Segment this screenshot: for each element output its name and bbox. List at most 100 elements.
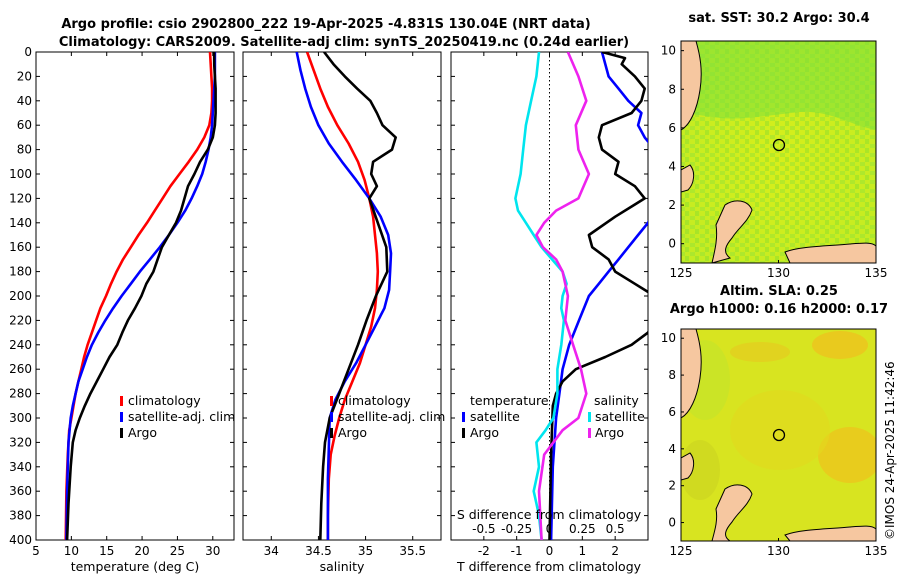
legend-argo: Argo bbox=[338, 425, 367, 440]
legend-s-argo: Argo bbox=[595, 425, 624, 440]
temperature-panel: 5 10 15 20 25 30 temperature (deg C) climatol… bbox=[32, 51, 235, 574]
x-tick-label: 2 bbox=[611, 544, 619, 558]
map-x-tick-label: 125 bbox=[670, 266, 693, 280]
map-y-tick-label: 0 bbox=[668, 237, 676, 251]
sla-land-north bbox=[681, 329, 702, 419]
series-line-argo bbox=[65, 52, 217, 540]
x2-tick-label: -0.5 bbox=[472, 522, 495, 536]
sla-map-ticks: 125 130 135 0 2 4 6 8 10 bbox=[661, 331, 888, 558]
map-y-tick-label: 4 bbox=[668, 159, 676, 173]
depth-tick-label: 280 bbox=[9, 387, 32, 401]
legend-swatch-argo bbox=[120, 428, 123, 438]
salinity-ticks: 34 34.5 35 35.5 bbox=[243, 51, 441, 558]
series-line-satellite-adj-clim bbox=[65, 52, 217, 540]
x-tick-label: 20 bbox=[134, 544, 149, 558]
sla-map-field bbox=[681, 329, 876, 541]
depth-tick-label: 220 bbox=[9, 313, 32, 327]
legend-swatch-t-satellite bbox=[462, 412, 465, 422]
legend-swatch-s-argo bbox=[588, 428, 591, 438]
sst-land-islet bbox=[681, 164, 695, 193]
depth-tick-label: 340 bbox=[9, 460, 32, 474]
sst-argo-marker bbox=[772, 138, 786, 152]
legend-t-argo: Argo bbox=[470, 425, 499, 440]
sst-land-north bbox=[681, 41, 702, 131]
sla-high-2 bbox=[730, 342, 790, 362]
depth-tick-label: 240 bbox=[9, 338, 32, 352]
legend-t-satellite: satellite bbox=[470, 409, 520, 424]
depth-tick-label: 20 bbox=[17, 69, 32, 83]
x-tick-label: 35.5 bbox=[399, 544, 426, 558]
sst-map-panel: sat. SST: 30.2 Argo: 30.4 125 130 135 0 2 4 6 8… bbox=[661, 11, 888, 280]
map-y-tick-label: 4 bbox=[668, 442, 676, 456]
depth-tick-label: 0 bbox=[24, 45, 32, 59]
depth-tick-label: 300 bbox=[9, 411, 32, 425]
depth-tick-label: 40 bbox=[17, 94, 32, 108]
depth-tick-label: 360 bbox=[9, 484, 32, 498]
series-line-salinity-satellite bbox=[514, 52, 568, 540]
difference-t-xlabel: T difference from climatology bbox=[456, 559, 642, 574]
sla-high-3 bbox=[818, 427, 876, 483]
map-y-tick-label: 2 bbox=[668, 198, 676, 212]
salinity-panel: 34 34.5 35 35.5 salinity climatology satell… bbox=[242, 51, 445, 574]
temperature-series bbox=[64, 52, 217, 540]
map-x-tick-label: 130 bbox=[767, 266, 790, 280]
legend-swatch-satellite bbox=[330, 412, 333, 422]
x-tick-label: 15 bbox=[99, 544, 114, 558]
legend-s-satellite: satellite bbox=[595, 409, 645, 424]
temperature-ticks: 5 10 15 20 25 30 bbox=[32, 51, 234, 558]
difference-series bbox=[514, 52, 648, 540]
depth-tick-label: 260 bbox=[9, 362, 32, 376]
legend-swatch-climatology bbox=[120, 396, 123, 406]
sla-map-title-line-2: Argo h1000: 0.16 h2000: 0.17 bbox=[670, 302, 888, 317]
map-y-tick-label: 2 bbox=[668, 479, 676, 493]
x2-tick-label: -0.25 bbox=[501, 522, 532, 536]
sla-land-islet bbox=[681, 452, 695, 481]
legend-satellite: satellite-adj. clim bbox=[128, 409, 235, 424]
sst-cool-band bbox=[681, 41, 876, 130]
depth-tick-label: 400 bbox=[9, 533, 32, 547]
depth-tick-label: 80 bbox=[17, 143, 32, 157]
map-y-tick-label: 6 bbox=[668, 405, 676, 419]
depth-tick-label: 60 bbox=[17, 118, 32, 132]
x-tick-label: 34.5 bbox=[305, 544, 332, 558]
map-y-tick-label: 8 bbox=[668, 368, 676, 382]
sla-high-1 bbox=[812, 331, 868, 359]
series-line-salinity-argo bbox=[535, 52, 591, 540]
sst-map-ticks: 125 130 135 0 2 4 6 8 10 bbox=[661, 44, 888, 280]
map-x-tick-label: 135 bbox=[865, 544, 888, 558]
salinity-xlabel: salinity bbox=[320, 559, 365, 574]
x-tick-label: 5 bbox=[32, 544, 40, 558]
salinity-axes-box bbox=[242, 51, 442, 541]
depth-tick-label: 180 bbox=[9, 265, 32, 279]
depth-axis-labels: 0 20 40 60 80 100 120 140 160 180 200 220 240 260 280 3… bbox=[9, 45, 32, 547]
sst-land-halmahera bbox=[711, 200, 753, 263]
legend-swatch-satellite bbox=[120, 412, 123, 422]
sst-map-field bbox=[681, 41, 876, 263]
sla-argo-marker bbox=[772, 428, 786, 442]
x-tick-label: 35 bbox=[358, 544, 373, 558]
series-line-climatology bbox=[305, 52, 380, 540]
salinity-legend: climatology satellite-adj. clim Argo bbox=[330, 393, 445, 440]
depth-tick-label: 200 bbox=[9, 289, 32, 303]
map-y-tick-label: 10 bbox=[661, 331, 676, 345]
x-tick-label: 0 bbox=[546, 544, 554, 558]
map-x-tick-label: 130 bbox=[767, 544, 790, 558]
legend-argo: Argo bbox=[128, 425, 157, 440]
sla-map-title-line-1: Altim. SLA: 0.25 bbox=[720, 284, 838, 299]
depth-tick-label: 100 bbox=[9, 167, 32, 181]
legend-swatch-climatology bbox=[330, 396, 333, 406]
x-tick-label: -2 bbox=[478, 544, 490, 558]
x-tick-label: 10 bbox=[64, 544, 79, 558]
depth-tick-label: 140 bbox=[9, 216, 32, 230]
map-y-tick-label: 0 bbox=[668, 516, 676, 530]
figure-title-line-2: Climatology: CARS2009. Satellite-adj cli… bbox=[59, 35, 629, 50]
depth-tick-label: 120 bbox=[9, 191, 32, 205]
depth-tick-label: 160 bbox=[9, 240, 32, 254]
map-x-tick-label: 125 bbox=[670, 544, 693, 558]
difference-s-xlabel: S difference from climatology bbox=[457, 507, 642, 522]
legend-climatology: climatology bbox=[128, 393, 201, 408]
x2-tick-label: 0.25 bbox=[569, 522, 596, 536]
difference-legend: temperature satellite Argo salinity sate… bbox=[462, 393, 645, 440]
legend-satellite: satellite-adj. clim bbox=[338, 409, 445, 424]
